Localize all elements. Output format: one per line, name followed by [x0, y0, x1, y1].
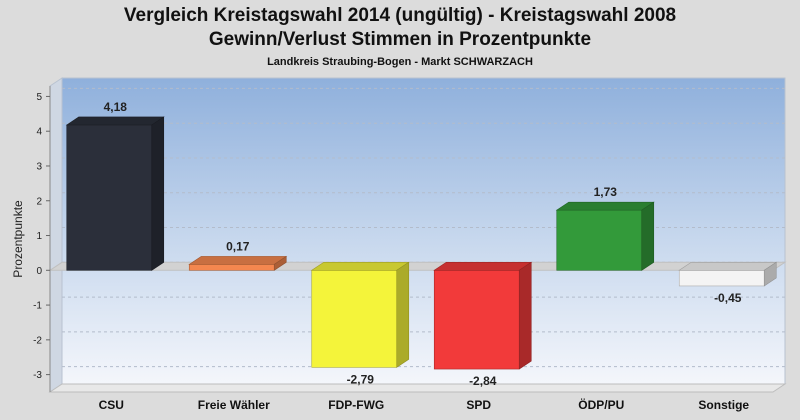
bar-side	[151, 116, 165, 271]
y-tick-label: -2	[33, 335, 42, 346]
chart-subtitle: Gewinn/Verlust Stimmen in Prozentpunkte	[208, 29, 592, 50]
bar	[556, 209, 643, 271]
bar-top	[310, 261, 410, 271]
y-tick-label: 1	[36, 231, 42, 242]
data-label: -2,84	[469, 374, 497, 388]
x-category-label: Freie Wähler	[198, 398, 270, 412]
plot-side-wall	[49, 77, 63, 393]
plot-floor	[48, 383, 787, 393]
chart-region-label: Landkreis Straubing-Bogen - Markt SCHWAR…	[267, 56, 533, 68]
x-category-label: Sonstige	[698, 398, 749, 412]
x-category-label: ÖDP/PU	[578, 397, 624, 412]
y-tick-label: 0	[36, 266, 42, 277]
y-tick-label: 3	[36, 161, 42, 172]
data-label: 4,18	[104, 100, 128, 114]
y-tick-label: 5	[36, 92, 42, 103]
y-tick-label: -3	[33, 370, 42, 381]
x-category-label: FDP-FWG	[328, 398, 384, 412]
bar-side	[763, 261, 777, 287]
bar-top	[65, 116, 165, 126]
y-tick-label: 4	[36, 127, 42, 138]
bar	[188, 264, 275, 271]
y-axis-title: Prozentpunkte	[11, 200, 25, 278]
bar-side	[641, 201, 655, 271]
x-category-label: SPD	[466, 398, 491, 412]
bar-top	[433, 261, 533, 271]
bar-top	[188, 256, 288, 265]
bar	[66, 124, 153, 271]
chart-title: Vergleich Kreistagswahl 2014 (ungültig) …	[123, 5, 677, 26]
bar	[678, 269, 765, 287]
bar-top	[678, 261, 778, 271]
data-label: -0,45	[714, 291, 742, 305]
y-tick-label: 2	[36, 196, 42, 207]
bar-side	[518, 261, 532, 370]
data-label: 0,17	[226, 239, 250, 253]
plot-background	[61, 77, 786, 385]
y-tick-label: -1	[33, 301, 42, 312]
bar-side	[273, 255, 287, 271]
x-category-label: CSU	[99, 398, 124, 412]
bar	[433, 269, 520, 370]
data-label: -2,79	[347, 372, 375, 386]
bar-top	[555, 201, 655, 211]
bar-side	[396, 261, 410, 368]
data-label: 1,73	[594, 185, 618, 199]
bar	[311, 269, 398, 368]
